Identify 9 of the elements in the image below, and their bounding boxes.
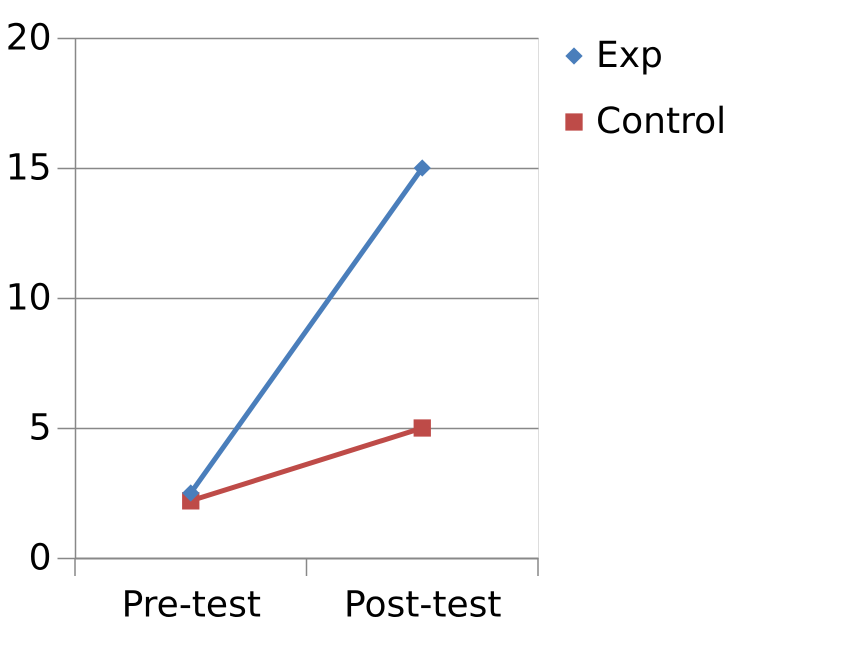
x-tick-label: Pre-test: [122, 584, 261, 626]
legend-label: Control: [596, 101, 726, 142]
x-tick-label: Post-test: [344, 584, 502, 626]
y-tick-label: 10: [6, 278, 52, 318]
y-tick-label: 0: [28, 538, 52, 578]
y-tick-label: 5: [28, 408, 52, 448]
legend-label: Exp: [596, 35, 663, 76]
y-tick-label: 20: [6, 18, 52, 58]
y-tick-label: 15: [6, 148, 52, 188]
